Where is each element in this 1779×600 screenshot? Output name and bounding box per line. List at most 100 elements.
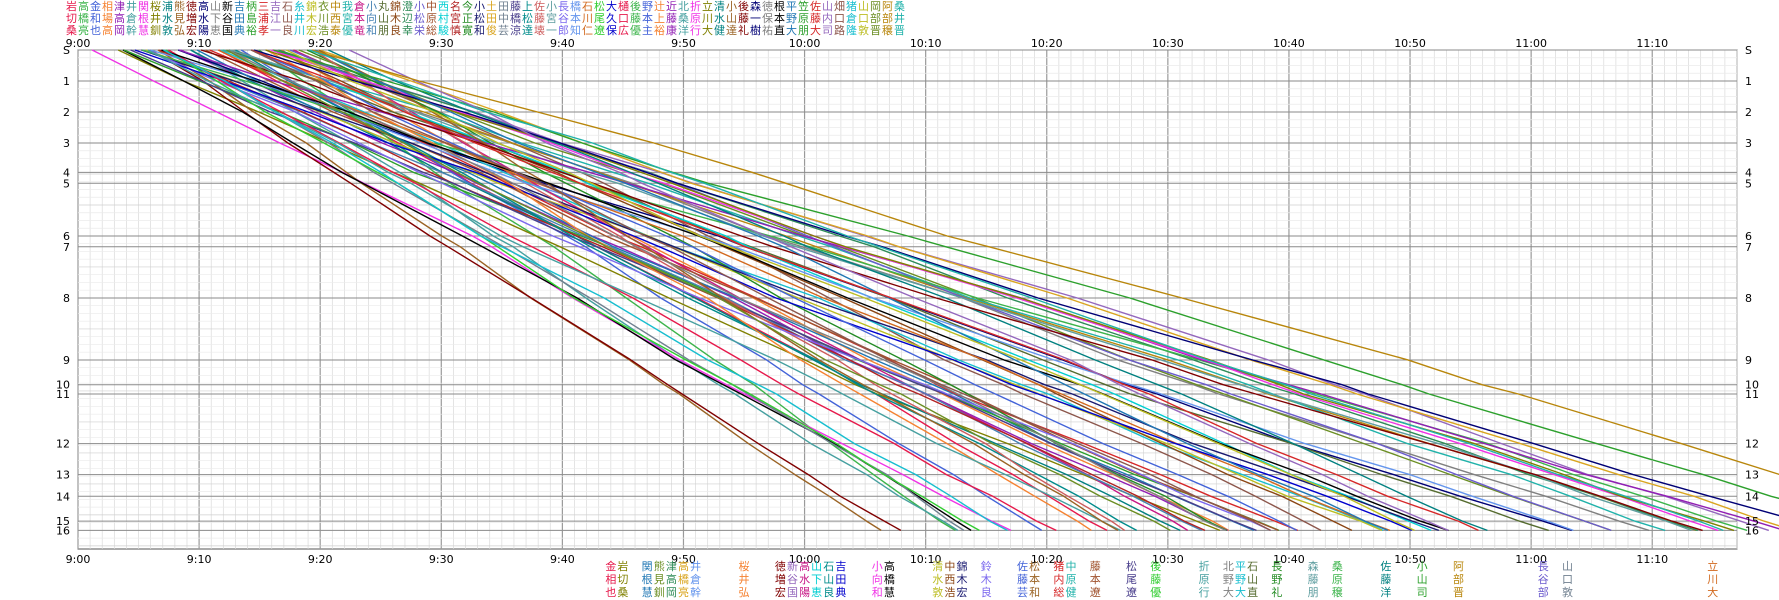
top-name-char: 丸 (378, 0, 389, 13)
y-tick-label-left: 1 (63, 75, 70, 88)
y-tick-label-right: 10 (1745, 379, 1759, 392)
top-name-char: 浩 (318, 24, 329, 37)
top-name-char: 慧 (138, 23, 149, 37)
top-name-char: 司 (822, 24, 833, 37)
bottom-name-char: 小 (1417, 560, 1428, 573)
bottom-name-char: 長 (1538, 560, 1549, 573)
x-tick-label-top: 10:20 (1031, 37, 1063, 50)
bottom-name-char: 錦 (956, 559, 967, 573)
bottom-name-char: 幹 (690, 585, 701, 599)
bottom-name-char: 津 (666, 560, 677, 573)
top-name-char: 澄 (402, 0, 413, 13)
x-tick-label-bottom: 9:40 (550, 553, 575, 566)
top-name-char: 中 (498, 12, 509, 25)
top-name-char: 糸 (294, 0, 305, 13)
top-name-char: 宏 (306, 23, 317, 37)
bottom-name-char: 谷 (1538, 573, 1549, 586)
top-name-char: 涼 (510, 23, 521, 37)
bottom-name-char: 司 (1417, 586, 1428, 599)
top-name-char: 辻 (654, 0, 665, 13)
bottom-name-char: 藤 (1380, 573, 1391, 586)
top-name-char: 高 (114, 11, 125, 25)
top-runner-name-labels: 岩高金相津井関桜浦熊徳高山新吉柄三吉石糸錦衣中我倉小丸錦澄小中西名今小土田藤上佐… (66, 0, 905, 37)
bottom-name-char: 岩 (617, 559, 628, 573)
top-name-char: 国 (222, 24, 233, 37)
x-tick-label-bottom: 9:30 (429, 553, 454, 566)
y-tick-label-right: 5 (1745, 177, 1752, 190)
top-name-char: 桑 (66, 24, 77, 37)
bottom-name-char: 宏 (775, 585, 786, 599)
top-name-char: 亮 (78, 23, 89, 37)
bottom-name-char: 橋 (884, 572, 895, 586)
top-name-char: 俊 (486, 23, 497, 37)
bottom-name-char: 敦 (932, 585, 943, 599)
bottom-name-char: 鈴 (981, 559, 992, 573)
bottom-name-char: 佐 (1017, 559, 1028, 573)
bottom-name-char: 部 (1538, 585, 1549, 599)
top-name-char: 仁 (582, 24, 593, 37)
top-name-char: 裕 (654, 24, 665, 37)
top-name-char: 康 (666, 23, 677, 37)
top-name-char: 倉 (354, 0, 365, 13)
bottom-name-char: 吉 (835, 560, 846, 573)
runner-line (161, 49, 1449, 532)
top-name-char: 根 (774, 0, 785, 13)
top-name-char: 熊 (174, 0, 185, 13)
bottom-name-char: 野 (1235, 573, 1246, 586)
top-name-char: 石 (282, 0, 293, 13)
top-name-char: 清 (714, 0, 725, 13)
top-name-char: 松 (522, 11, 533, 25)
bottom-finisher-labels: 金相也岩切桑関根慧熊見釧津高岡高橋亮井倉幹桜井弘徳増宏新谷国高水陽山下恵石山良吉… (605, 559, 1718, 599)
top-name-char: 大 (702, 23, 713, 37)
top-name-char: 朋 (378, 24, 389, 37)
top-name-char: 隆 (846, 23, 857, 37)
top-name-char: 長 (558, 0, 569, 13)
runner-line (226, 49, 1171, 532)
bottom-name-char: 内 (1053, 572, 1064, 586)
runner-line (285, 49, 1415, 532)
bottom-name-char: 新 (787, 559, 798, 573)
runner-line (265, 49, 1092, 531)
top-name-char: 小 (726, 0, 737, 13)
top-name-char: 金 (90, 0, 101, 13)
bottom-name-char: 亮 (678, 585, 689, 599)
x-tick-label-bottom: 10:00 (789, 553, 821, 566)
bottom-name-char: 倉 (690, 572, 701, 586)
bottom-name-char: 藤 (1150, 573, 1161, 586)
x-tick-label-bottom: 11:10 (1636, 553, 1668, 566)
runner-line (292, 49, 1322, 532)
top-name-char: 宮 (450, 11, 461, 25)
top-name-char: 向 (366, 11, 377, 25)
y-tick-label-right: 7 (1745, 241, 1752, 254)
top-name-char: 田 (234, 12, 245, 25)
top-name-char: 藤 (810, 12, 821, 25)
bottom-name-char: 野 (1271, 573, 1282, 586)
runner-line (235, 49, 1138, 532)
runner-line (308, 49, 1724, 532)
top-name-char: 小 (474, 0, 485, 13)
top-name-char: 上 (654, 12, 665, 25)
bottom-name-char: 高 (799, 559, 810, 573)
x-tick-label-top: 9:40 (550, 37, 575, 50)
y-tick-label-left: 11 (56, 388, 70, 401)
bottom-name-char: 也 (605, 586, 616, 599)
x-tick-label-top: 10:50 (1394, 37, 1426, 50)
bottom-name-char: 野 (1223, 573, 1234, 586)
runner-line (190, 49, 1181, 532)
top-name-char: 浦 (162, 0, 173, 13)
top-name-char: 達 (522, 24, 533, 37)
x-tick-label-top: 9:30 (429, 37, 454, 50)
bottom-name-char: 朋 (1308, 586, 1319, 599)
top-name-char: 壊 (534, 24, 545, 37)
bottom-name-char: 高 (666, 572, 677, 586)
top-name-char: 後 (738, 0, 749, 13)
top-name-char: 慎 (450, 23, 461, 37)
top-name-char: 吉 (270, 0, 281, 13)
chart-grid (77, 49, 1738, 550)
top-name-char: 原 (426, 12, 437, 25)
x-tick-label-top: 11:00 (1515, 37, 1547, 50)
runner-lines (91, 49, 1779, 532)
bottom-name-char: 藤 (1090, 560, 1101, 573)
bottom-name-char: 石 (823, 560, 834, 573)
